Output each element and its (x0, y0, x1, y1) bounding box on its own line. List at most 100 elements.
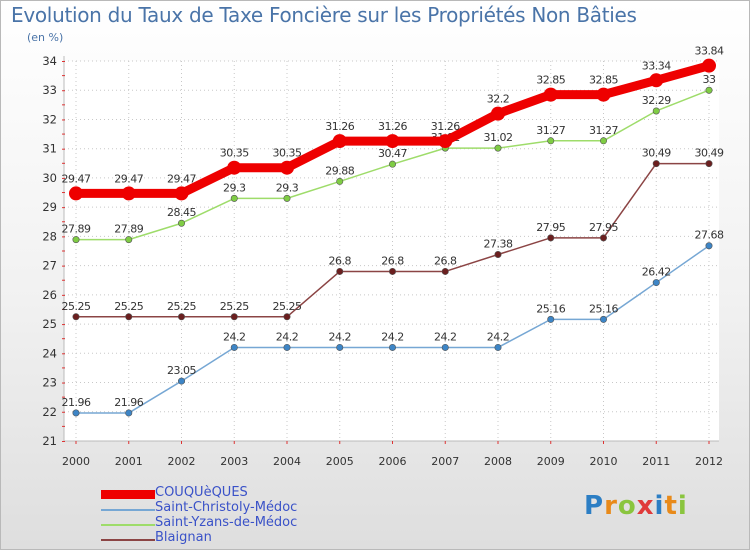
data-point (547, 137, 555, 145)
data-label: 25.16 (589, 302, 618, 315)
logo-letter: P (584, 491, 605, 521)
data-label: 23.05 (167, 364, 196, 377)
legend-label: COUQUèQUES (155, 485, 248, 500)
y-tick-label: 22 (42, 405, 57, 419)
plot-area (64, 61, 719, 441)
data-label: 25.25 (167, 300, 196, 313)
data-point (705, 242, 713, 250)
logo-letter: i (654, 491, 665, 521)
logo-letter: i (677, 491, 688, 521)
data-label: 31.02 (484, 131, 513, 144)
data-label: 26.8 (329, 254, 352, 267)
data-point (283, 343, 291, 351)
data-label: 29.47 (167, 172, 196, 185)
chart-subtitle: (en %) (27, 31, 64, 44)
data-point (441, 267, 449, 275)
data-point (652, 160, 660, 168)
logo-letter: o (617, 491, 637, 521)
data-point (125, 313, 133, 321)
data-label: 31.26 (378, 120, 407, 133)
data-point (547, 315, 555, 323)
data-label: 27.95 (536, 221, 565, 234)
data-point (649, 73, 664, 88)
data-point (494, 251, 502, 259)
data-point (125, 236, 133, 244)
data-point (599, 137, 607, 145)
data-label: 27.68 (695, 229, 724, 242)
data-point (332, 134, 347, 149)
data-point (72, 236, 80, 244)
data-label: 29.47 (114, 172, 143, 185)
data-point (336, 267, 344, 275)
data-label: 25.25 (273, 300, 302, 313)
data-label: 24.2 (329, 330, 352, 343)
proxiti-logo: Proxiti (584, 491, 688, 521)
data-point (388, 160, 396, 168)
data-label: 27.95 (589, 221, 618, 234)
x-tick-label: 2008 (484, 455, 512, 468)
data-point (125, 409, 133, 417)
data-point (385, 134, 400, 149)
data-label: 31.27 (589, 124, 618, 137)
y-tick-label: 30 (42, 171, 57, 185)
data-point (178, 377, 186, 385)
data-point (283, 313, 291, 321)
y-tick-label: 27 (42, 259, 57, 273)
data-point (227, 160, 242, 175)
data-point (494, 343, 502, 351)
data-point (543, 87, 558, 102)
data-point (230, 343, 238, 351)
data-point (336, 343, 344, 351)
data-label: 21.96 (62, 396, 91, 409)
y-tick-label: 21 (42, 434, 57, 448)
legend-swatch (101, 524, 155, 526)
data-point (494, 144, 502, 152)
data-point (230, 194, 238, 202)
data-point (599, 315, 607, 323)
x-tick-label: 2004 (273, 455, 301, 468)
data-label: 28.45 (167, 206, 196, 219)
data-label: 31.26 (325, 120, 354, 133)
x-tick-label: 2000 (62, 455, 90, 468)
y-tick-label: 26 (42, 288, 57, 302)
y-tick-label: 32 (42, 112, 57, 126)
y-tick-label: 23 (42, 376, 57, 390)
data-point (72, 313, 80, 321)
data-label: 30.47 (378, 147, 407, 160)
data-label: 30.35 (273, 147, 302, 160)
data-point (388, 343, 396, 351)
data-point (596, 87, 611, 102)
data-label: 25.25 (114, 300, 143, 313)
logo-letter: t (664, 491, 678, 521)
x-tick-label: 2009 (537, 455, 565, 468)
data-point (336, 177, 344, 185)
y-tick-label: 29 (42, 200, 57, 214)
data-label: 32.85 (589, 74, 618, 87)
x-tick-label: 2007 (431, 455, 459, 468)
data-label: 25.16 (536, 302, 565, 315)
legend-label: Saint-Yzans-de-Médoc (155, 515, 298, 530)
legend-swatch (101, 490, 155, 499)
data-point (705, 160, 713, 168)
data-label: 26.8 (381, 254, 404, 267)
data-point (174, 186, 189, 201)
data-point (283, 194, 291, 202)
data-label: 29.3 (223, 181, 246, 194)
data-label: 26.8 (434, 254, 457, 267)
data-point (438, 134, 453, 149)
data-label: 31.26 (431, 120, 460, 133)
data-label: 25.25 (62, 300, 91, 313)
logo-letter: x (636, 491, 655, 521)
data-label: 24.2 (223, 330, 246, 343)
data-point (230, 313, 238, 321)
data-point (178, 313, 186, 321)
legend-swatch (101, 509, 155, 511)
data-point (121, 186, 136, 201)
chart-title: Evolution du Taux de Taxe Foncière sur l… (11, 3, 637, 27)
data-label: 30.49 (695, 147, 724, 160)
data-label: 25.25 (220, 300, 249, 313)
data-point (178, 219, 186, 227)
data-point (599, 234, 607, 242)
data-point (491, 106, 505, 121)
